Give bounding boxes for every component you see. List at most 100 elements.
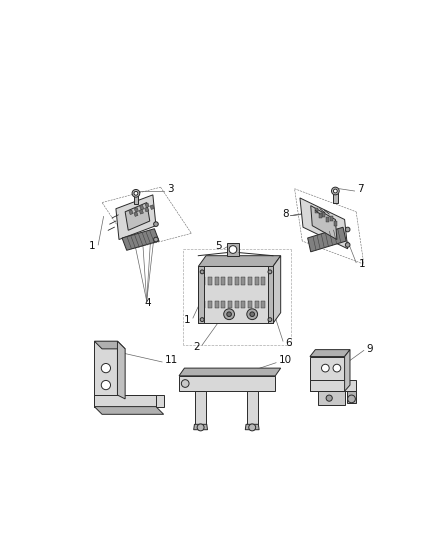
Polygon shape bbox=[122, 229, 159, 251]
Bar bbox=[235, 277, 239, 285]
Bar bbox=[248, 277, 252, 285]
Bar bbox=[145, 203, 149, 208]
Polygon shape bbox=[300, 198, 348, 249]
Circle shape bbox=[268, 318, 272, 321]
Circle shape bbox=[268, 270, 272, 274]
Circle shape bbox=[132, 189, 140, 197]
Polygon shape bbox=[117, 341, 125, 399]
Polygon shape bbox=[94, 407, 164, 414]
Polygon shape bbox=[311, 206, 337, 239]
Polygon shape bbox=[179, 376, 276, 391]
Bar bbox=[139, 209, 143, 214]
Polygon shape bbox=[194, 424, 208, 430]
Text: 4: 4 bbox=[145, 297, 152, 308]
Circle shape bbox=[200, 318, 204, 321]
Polygon shape bbox=[125, 203, 150, 230]
Circle shape bbox=[227, 312, 231, 317]
Bar bbox=[255, 301, 258, 308]
Text: 6: 6 bbox=[285, 338, 292, 348]
Circle shape bbox=[333, 364, 341, 372]
Polygon shape bbox=[245, 424, 259, 430]
Bar bbox=[134, 212, 138, 216]
Polygon shape bbox=[102, 395, 164, 407]
Circle shape bbox=[326, 395, 332, 401]
Circle shape bbox=[321, 364, 329, 372]
Text: 11: 11 bbox=[164, 356, 178, 366]
Circle shape bbox=[346, 243, 350, 247]
Circle shape bbox=[101, 364, 110, 373]
Polygon shape bbox=[198, 266, 204, 324]
Polygon shape bbox=[310, 357, 345, 391]
Bar bbox=[150, 205, 154, 209]
Circle shape bbox=[348, 395, 355, 403]
Polygon shape bbox=[247, 391, 258, 426]
Circle shape bbox=[333, 189, 337, 193]
Circle shape bbox=[154, 237, 158, 242]
Polygon shape bbox=[333, 193, 338, 203]
Bar bbox=[330, 216, 333, 221]
Polygon shape bbox=[94, 341, 117, 407]
Polygon shape bbox=[116, 195, 156, 239]
Circle shape bbox=[181, 379, 189, 387]
Bar bbox=[134, 208, 138, 212]
Circle shape bbox=[332, 187, 339, 195]
Bar bbox=[241, 301, 245, 308]
Polygon shape bbox=[310, 379, 356, 391]
Bar bbox=[145, 207, 149, 212]
Bar bbox=[261, 301, 265, 308]
Circle shape bbox=[197, 424, 204, 431]
Text: 8: 8 bbox=[282, 209, 288, 219]
Bar bbox=[241, 277, 245, 285]
Bar bbox=[228, 277, 232, 285]
Bar bbox=[221, 301, 225, 308]
Bar bbox=[235, 301, 239, 308]
Polygon shape bbox=[198, 256, 281, 266]
Polygon shape bbox=[310, 350, 350, 357]
Polygon shape bbox=[268, 266, 273, 324]
Polygon shape bbox=[345, 350, 350, 391]
Bar bbox=[334, 221, 337, 226]
Polygon shape bbox=[307, 227, 346, 252]
Polygon shape bbox=[179, 368, 281, 376]
Circle shape bbox=[224, 309, 234, 320]
Bar bbox=[208, 277, 212, 285]
Text: 1: 1 bbox=[88, 241, 95, 252]
Circle shape bbox=[154, 222, 158, 227]
Text: 5: 5 bbox=[215, 241, 221, 252]
Bar bbox=[208, 301, 212, 308]
Polygon shape bbox=[94, 395, 156, 407]
Polygon shape bbox=[273, 256, 281, 324]
Text: 1: 1 bbox=[358, 259, 365, 269]
Circle shape bbox=[101, 381, 110, 390]
Polygon shape bbox=[94, 341, 125, 349]
Bar bbox=[129, 210, 133, 215]
Text: 10: 10 bbox=[279, 356, 292, 366]
Text: 9: 9 bbox=[366, 344, 373, 354]
Bar bbox=[228, 301, 232, 308]
Circle shape bbox=[346, 227, 350, 232]
Bar bbox=[322, 212, 325, 217]
Circle shape bbox=[249, 424, 256, 431]
Bar bbox=[255, 277, 258, 285]
Text: 2: 2 bbox=[193, 342, 200, 352]
Polygon shape bbox=[318, 391, 345, 405]
Bar bbox=[315, 208, 318, 213]
Bar bbox=[201, 301, 205, 308]
Bar bbox=[221, 277, 225, 285]
Bar bbox=[248, 301, 252, 308]
Bar bbox=[326, 217, 329, 222]
Bar bbox=[215, 301, 219, 308]
Text: 1: 1 bbox=[184, 314, 191, 325]
Circle shape bbox=[250, 312, 254, 317]
Text: 3: 3 bbox=[167, 184, 173, 193]
Bar bbox=[319, 213, 322, 217]
Circle shape bbox=[200, 270, 204, 274]
Circle shape bbox=[229, 246, 237, 253]
Polygon shape bbox=[198, 266, 273, 324]
Polygon shape bbox=[134, 195, 138, 204]
Bar bbox=[140, 205, 144, 210]
Circle shape bbox=[247, 309, 258, 320]
Text: 7: 7 bbox=[357, 184, 364, 193]
Bar bbox=[215, 277, 219, 285]
Polygon shape bbox=[195, 391, 206, 426]
